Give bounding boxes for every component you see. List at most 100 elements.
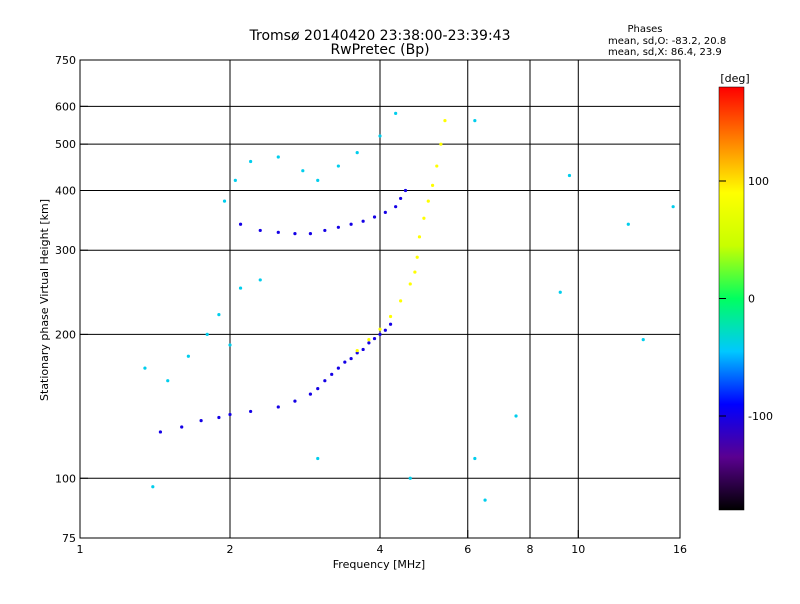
echo-point xyxy=(378,332,382,336)
echo-point xyxy=(361,347,365,352)
echo-point xyxy=(205,332,209,336)
echo-point xyxy=(372,336,377,341)
echo-point xyxy=(276,155,280,159)
echo-point xyxy=(151,485,155,489)
echo-point xyxy=(308,392,313,396)
echo-point xyxy=(238,222,243,226)
echo-point xyxy=(258,278,262,282)
x-tick-label: 16 xyxy=(673,543,687,556)
colorbar-tick-label: 0 xyxy=(748,293,755,306)
echo-point xyxy=(514,414,518,418)
y-axis-label: Stationary phase Virtual Height [km] xyxy=(38,199,51,401)
echo-point xyxy=(293,399,297,403)
colorbar-tick-label: 100 xyxy=(748,175,769,188)
echo-point xyxy=(336,164,340,168)
echo-point xyxy=(403,188,408,193)
phase-info-x: mean, sd,X: 86.4, 23.9 xyxy=(608,47,722,58)
x-tick-label: 8 xyxy=(527,543,534,556)
echo-point xyxy=(316,178,320,182)
echo-point xyxy=(473,456,477,461)
echo-point xyxy=(180,425,184,429)
echo-point xyxy=(417,235,422,239)
echo-point xyxy=(301,169,305,173)
echo-point xyxy=(388,322,393,326)
echo-point xyxy=(343,360,347,364)
echo-point xyxy=(439,142,443,146)
echo-point xyxy=(558,290,562,294)
echo-point xyxy=(158,430,163,434)
echo-point xyxy=(399,196,403,201)
echo-point xyxy=(383,210,387,214)
echo-point xyxy=(355,351,359,355)
echo-point xyxy=(367,338,371,342)
echo-point xyxy=(430,183,435,187)
y-tick-label: 200 xyxy=(55,328,76,341)
phase-info-o: mean, sd,O: -83.2, 20.8 xyxy=(608,36,726,47)
echo-point xyxy=(399,299,403,303)
echo-point xyxy=(413,270,417,274)
echo-point xyxy=(483,498,487,502)
echo-point xyxy=(249,409,253,414)
echo-point xyxy=(361,219,365,223)
echo-point xyxy=(408,282,412,286)
colorbar-tick-label: -100 xyxy=(748,410,773,423)
echo-point xyxy=(166,379,170,383)
x-tick-label: 10 xyxy=(571,543,585,556)
echo-point xyxy=(336,225,340,229)
echo-point xyxy=(336,366,340,370)
echo-point xyxy=(426,199,430,203)
echo-point xyxy=(143,366,147,370)
echo-point xyxy=(443,119,447,123)
echo-point xyxy=(394,111,398,115)
echo-point xyxy=(249,159,253,164)
echo-point xyxy=(316,387,320,391)
echo-point xyxy=(355,348,359,353)
y-tick-label: 750 xyxy=(55,54,76,67)
colorbar-unit-label: [deg] xyxy=(720,72,749,85)
echo-point xyxy=(238,286,243,290)
echo-point xyxy=(626,222,630,226)
axis-ticks: 1 2 4 6 8 10 16 75 100 200 300 400 500 600 750 xyxy=(55,54,687,556)
scatter-points xyxy=(143,111,675,502)
colorbar-ticks: 100 0 -100 xyxy=(719,175,773,423)
echo-point xyxy=(293,231,297,236)
echo-point xyxy=(435,164,439,168)
echo-point xyxy=(372,215,377,219)
echo-point xyxy=(641,338,645,342)
x-tick-label: 6 xyxy=(464,543,471,556)
echo-point xyxy=(355,151,359,155)
echo-point xyxy=(422,216,426,220)
y-tick-label: 600 xyxy=(55,100,76,113)
echo-point xyxy=(473,119,477,123)
phase-info-heading: Phases xyxy=(627,24,662,35)
chart-subtitle: RwPretec (Bp) xyxy=(330,42,429,58)
y-tick-label: 500 xyxy=(55,138,76,151)
echo-point xyxy=(349,356,353,361)
y-tick-label: 100 xyxy=(55,472,76,485)
echo-point xyxy=(388,314,393,319)
echo-point xyxy=(349,222,353,226)
echo-point xyxy=(378,327,382,331)
grid xyxy=(80,60,680,538)
echo-point xyxy=(394,205,398,209)
echo-point xyxy=(367,341,371,345)
echo-point xyxy=(217,313,221,317)
echo-point xyxy=(186,354,190,358)
echo-point xyxy=(323,379,327,383)
echo-point xyxy=(199,419,203,423)
echo-point xyxy=(276,230,280,234)
echo-point xyxy=(567,173,572,178)
echo-point xyxy=(308,231,313,236)
y-tick-label: 75 xyxy=(62,532,76,545)
y-tick-label: 400 xyxy=(55,184,76,197)
echo-point xyxy=(330,372,334,376)
echo-point xyxy=(671,205,675,209)
echo-point xyxy=(383,328,387,332)
echo-point xyxy=(222,199,227,203)
x-tick-label: 4 xyxy=(377,543,384,556)
echo-point xyxy=(323,228,327,233)
echo-point xyxy=(276,405,280,409)
x-axis-label: Frequency [MHz] xyxy=(333,558,425,571)
echo-point xyxy=(378,134,382,138)
